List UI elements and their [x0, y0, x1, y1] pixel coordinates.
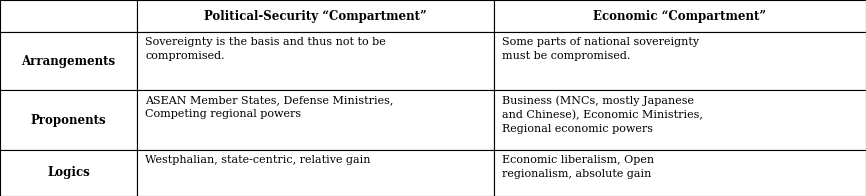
Text: Westphalian, state-centric, relative gain: Westphalian, state-centric, relative gai… [145, 155, 371, 165]
Bar [137, 150, 494, 196]
Text: Proponents: Proponents [30, 113, 107, 127]
Text: Logics: Logics [47, 166, 90, 180]
Text: Economic liberalism, Open
regionalism, absolute gain: Economic liberalism, Open regionalism, a… [502, 155, 655, 179]
Text: Political-Security “Compartment”: Political-Security “Compartment” [204, 10, 427, 23]
Text: Sovereignty is the basis and thus not to be
compromised.: Sovereignty is the basis and thus not to… [145, 37, 386, 61]
Bar [0, 90, 137, 150]
Bar [0, 32, 137, 90]
Bar [137, 90, 494, 150]
Bar [0, 150, 137, 196]
Text: ASEAN Member States, Defense Ministries,
Competing regional powers: ASEAN Member States, Defense Ministries,… [145, 95, 394, 119]
Text: Some parts of national sovereignty
must be compromised.: Some parts of national sovereignty must … [502, 37, 700, 61]
Bar [137, 0, 494, 32]
Bar [494, 150, 866, 196]
Bar [494, 0, 866, 32]
Bar [137, 32, 494, 90]
Bar [0, 0, 137, 32]
Text: Economic “Compartment”: Economic “Compartment” [593, 10, 766, 23]
Text: Arrangements: Arrangements [22, 55, 115, 68]
Bar [494, 32, 866, 90]
Bar [494, 90, 866, 150]
Text: Business (MNCs, mostly Japanese
and Chinese), Economic Ministries,
Regional econ: Business (MNCs, mostly Japanese and Chin… [502, 95, 703, 134]
